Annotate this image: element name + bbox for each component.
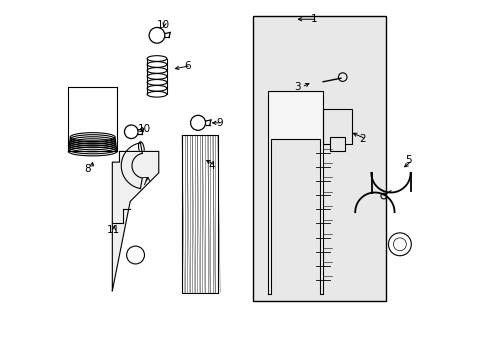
- Text: 10: 10: [157, 19, 170, 30]
- Bar: [323, 109, 351, 144]
- Text: 9: 9: [216, 118, 222, 128]
- Text: 2: 2: [358, 134, 365, 144]
- Bar: [182, 135, 217, 293]
- Text: 7: 7: [141, 177, 147, 187]
- Polygon shape: [267, 91, 323, 294]
- Text: 6: 6: [183, 61, 190, 71]
- Text: 11: 11: [107, 225, 120, 235]
- Text: 8: 8: [84, 164, 91, 174]
- Bar: [253, 16, 385, 301]
- Bar: [329, 137, 344, 152]
- Text: 3: 3: [294, 82, 301, 92]
- Text: 1: 1: [310, 14, 317, 24]
- Text: 10: 10: [137, 124, 150, 134]
- Text: 4: 4: [208, 161, 215, 171]
- Text: 5: 5: [405, 156, 411, 165]
- Polygon shape: [112, 152, 159, 291]
